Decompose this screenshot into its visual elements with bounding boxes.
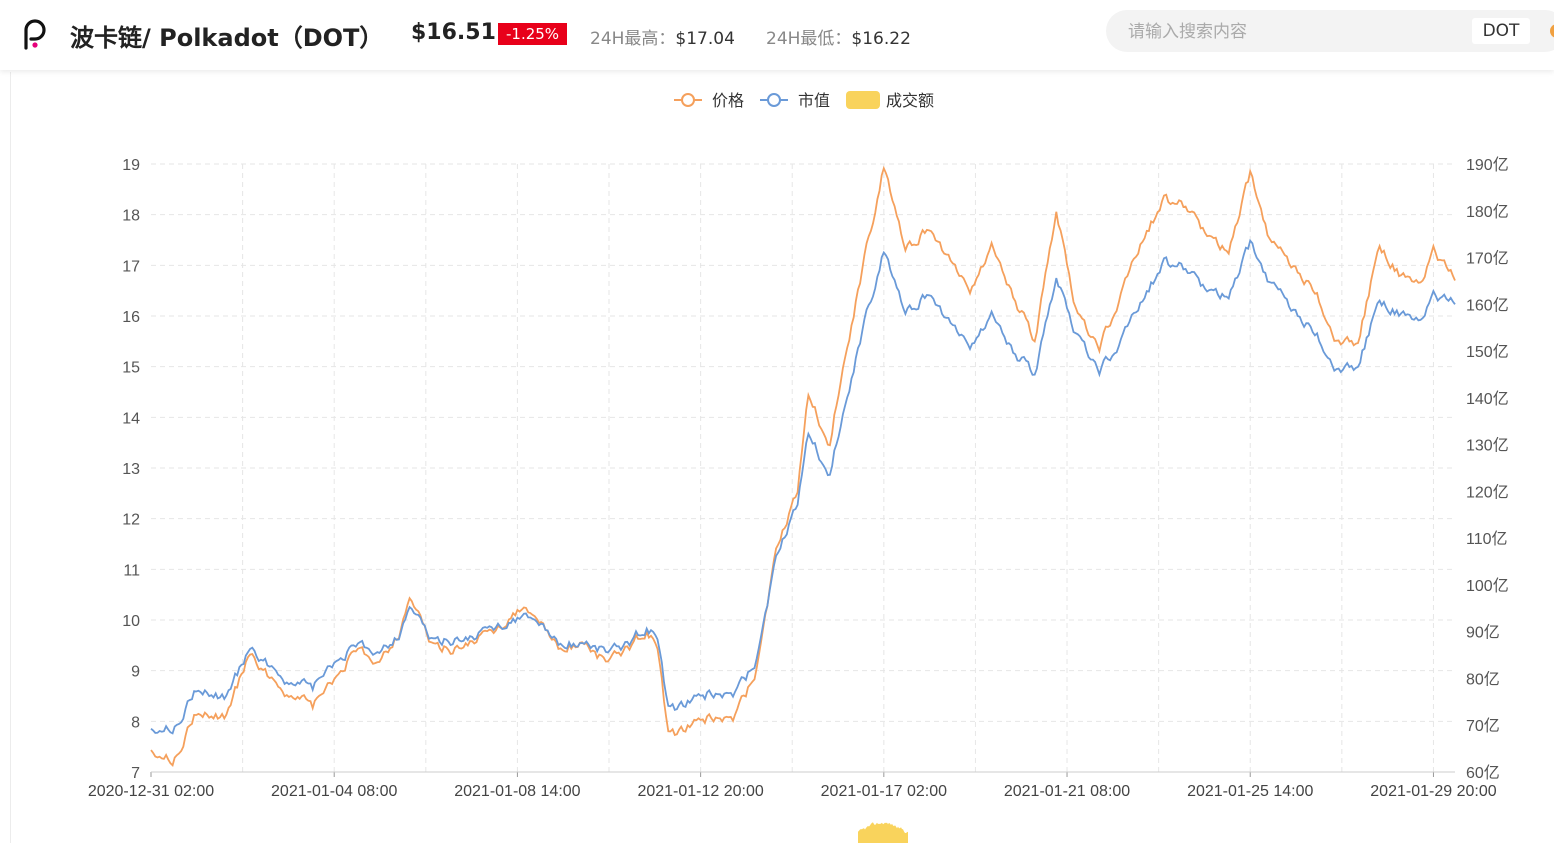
current-price: $16.51 [411, 20, 496, 45]
y-right-tick-label: 120亿 [1466, 483, 1509, 501]
x-tick-label: 2021-01-04 08:00 [271, 783, 397, 800]
y-right-tick-label: 60亿 [1466, 764, 1500, 782]
price-chart: 7 8 9 10 11 12 13 14 15 16 17 18 19 60亿 70亿 80亿 90亿 100亿 1… [88, 91, 1509, 843]
coin-title: 波卡链/ Polkadot（DOT） [70, 24, 384, 52]
x-tick-label: 2021-01-25 14:00 [1187, 783, 1313, 800]
y-left-tick-label: 19 [122, 157, 140, 174]
y-left-tick-label: 10 [122, 613, 140, 630]
x-tick-label: 2020-12-31 02:00 [88, 783, 214, 800]
legend-label: 价格 [712, 92, 744, 110]
y-left-tick-label: 17 [122, 258, 140, 275]
axis-layer: 7 8 9 10 11 12 13 14 15 16 17 18 19 60亿 70亿 80亿 90亿 100亿 1… [88, 156, 1509, 800]
x-tick-label: 2021-01-12 20:00 [637, 783, 763, 800]
stat-24h-low: 24H最低：$16.22 [766, 24, 911, 49]
y-right-tick-label: 80亿 [1466, 670, 1500, 688]
y-left-tick-label: 16 [122, 309, 140, 326]
x-tick-label: 2021-01-17 02:00 [821, 783, 947, 800]
chart-legend: 价格 市值 成交额 [674, 91, 934, 110]
change-badge: -1.25% [498, 23, 568, 45]
search-box: DOT [1106, 10, 1554, 52]
y-left-tick-label: 7 [131, 765, 140, 782]
series-layer [150, 165, 1456, 767]
coin-icon[interactable] [1550, 24, 1554, 38]
y-left-tick-label: 12 [122, 512, 140, 529]
polkadot-logo-icon [24, 19, 46, 50]
y-right-tick-label: 70亿 [1466, 717, 1500, 735]
grid-layer [151, 163, 1455, 773]
x-tick-label: 2021-01-21 08:00 [1004, 783, 1130, 800]
stat-24h-high-value: $17.04 [675, 29, 735, 49]
y-left-tick-label: 9 [131, 664, 140, 681]
x-tick-label: 2021-01-29 20:00 [1370, 783, 1496, 800]
y-right-tick-label: 180亿 [1466, 203, 1509, 221]
legend-label: 市值 [798, 92, 830, 110]
y-left-tick-label: 14 [122, 410, 140, 427]
y-right-tick-label: 160亿 [1466, 296, 1509, 314]
y-right-tick-label: 100亿 [1466, 577, 1509, 595]
y-left-tick-label: 15 [122, 360, 140, 377]
y-left-tick-label: 11 [123, 562, 140, 579]
y-right-tick-label: 150亿 [1466, 343, 1509, 361]
x-tick-label: 2021-01-08 14:00 [454, 783, 580, 800]
coin-tag-button[interactable]: DOT [1472, 18, 1530, 44]
series-line-market-cap [150, 238, 1456, 735]
series-line-price [150, 165, 1456, 767]
y-right-tick-label: 90亿 [1466, 624, 1500, 642]
stat-24h-low-label: 24H最低： [766, 29, 852, 49]
y-left-tick-label: 8 [131, 714, 140, 731]
y-right-tick-label: 110亿 [1466, 530, 1508, 548]
stat-24h-low-value: $16.22 [851, 29, 911, 49]
legend-swatch-marker [681, 93, 695, 107]
y-right-tick-label: 170亿 [1466, 250, 1509, 268]
stat-24h-high-label: 24H最高： [590, 29, 676, 49]
search-input[interactable] [1126, 18, 1450, 46]
legend-swatch [846, 91, 880, 109]
y-left-tick-label: 13 [122, 461, 140, 478]
coin-header: 波卡链/ Polkadot（DOT） $16.51 -1.25% 24H最高：$… [0, 0, 1554, 70]
stat-24h-high: 24H最高：$17.04 [590, 24, 735, 49]
y-right-tick-label: 190亿 [1466, 156, 1509, 174]
volume-area [858, 822, 908, 843]
legend-swatch-marker [767, 93, 781, 107]
y-right-tick-label: 140亿 [1466, 390, 1509, 408]
y-left-tick-label: 18 [122, 208, 140, 225]
y-right-tick-label: 130亿 [1466, 437, 1509, 455]
panel-divider [10, 72, 11, 843]
legend-label: 成交额 [886, 92, 934, 110]
volume-layer [858, 822, 908, 843]
